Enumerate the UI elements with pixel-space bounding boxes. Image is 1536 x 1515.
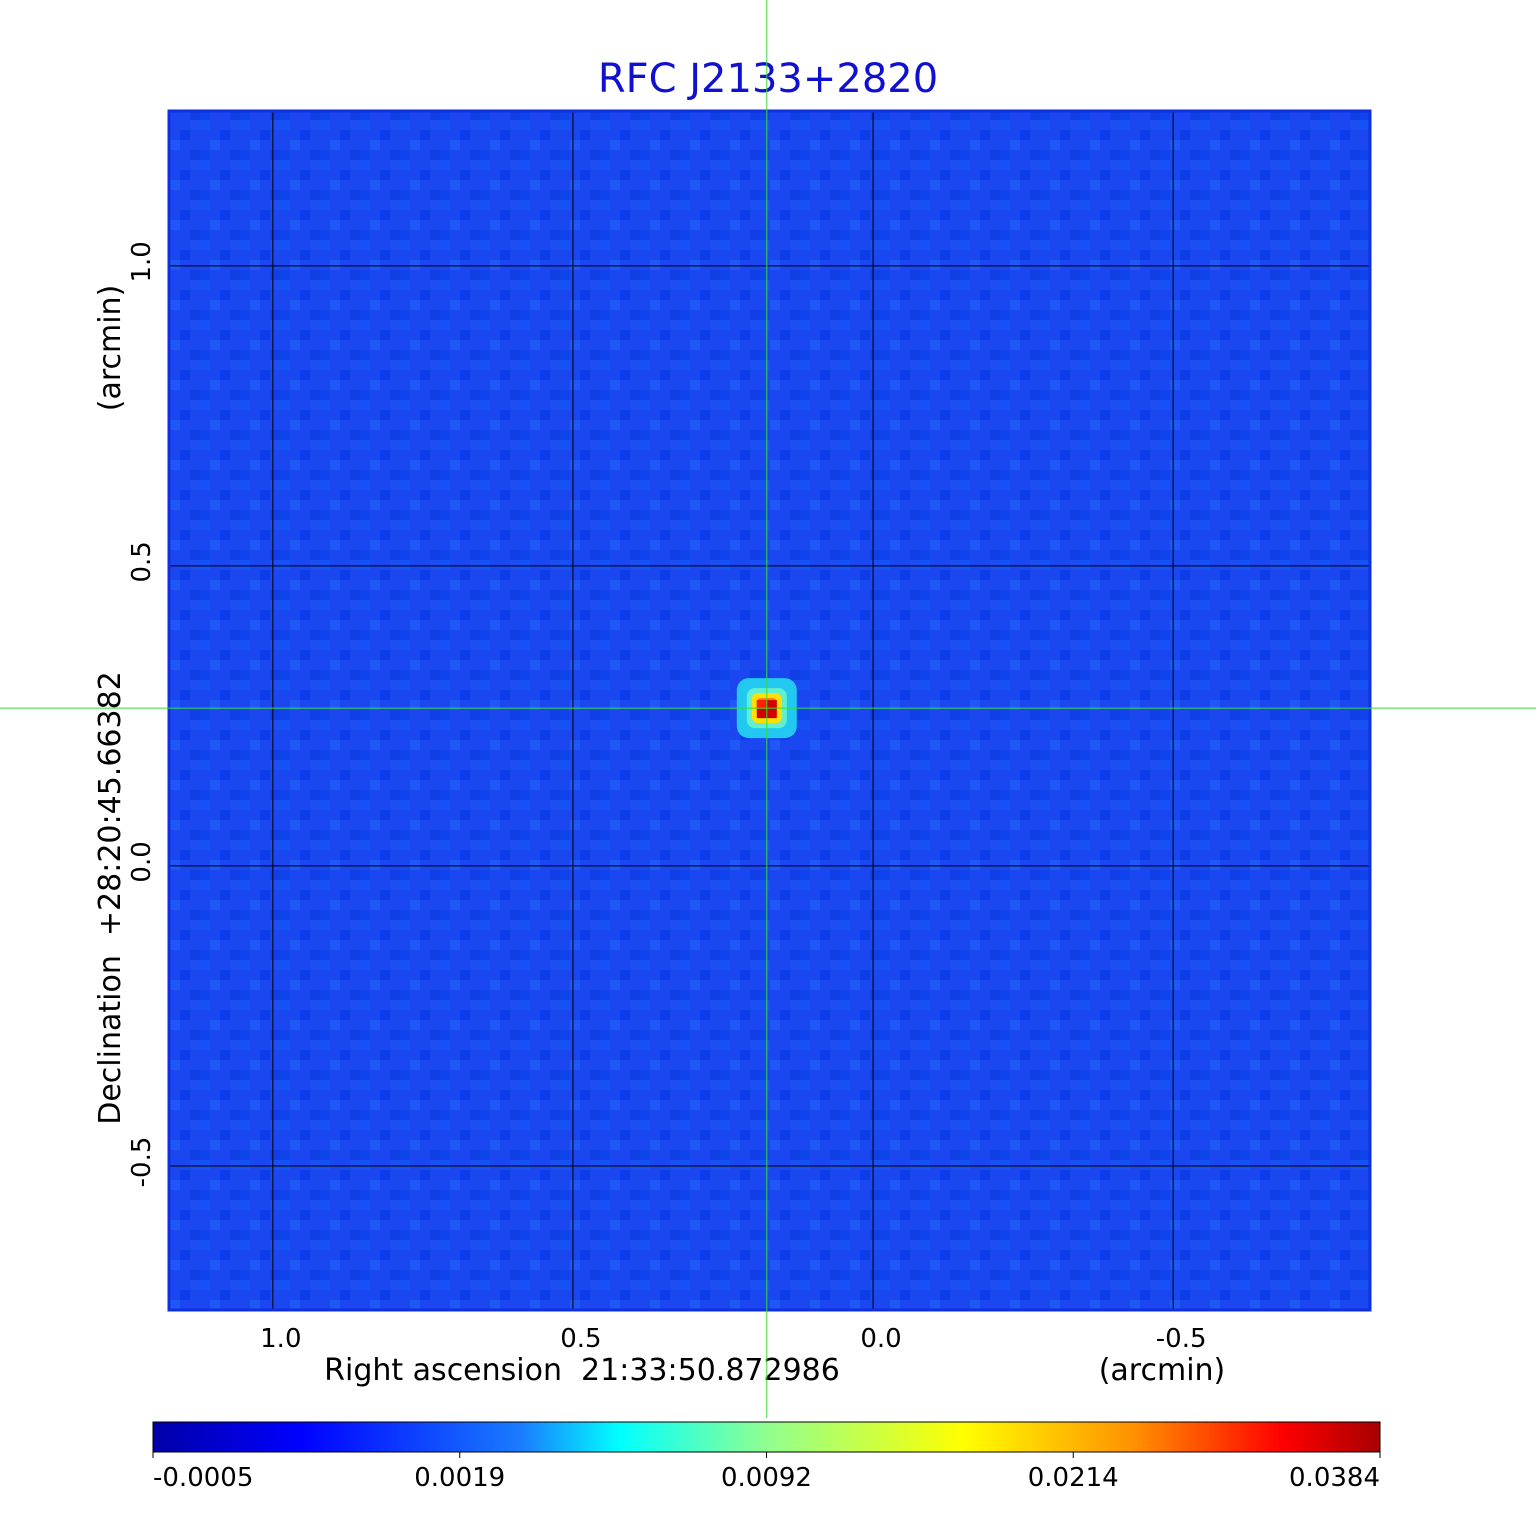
colorbar-tick-label: 0.0092 [721, 1463, 812, 1493]
y-tick-label: 1.0 [127, 241, 157, 282]
colorbar-tick-label: 0.0214 [1028, 1463, 1119, 1493]
colorbar-tick-label: -0.0005 [153, 1463, 253, 1493]
x-axis-label: Right ascension 21:33:50.872986 [324, 1353, 840, 1388]
x-tick-label: 1.0 [260, 1324, 301, 1354]
y-axis-unit: (arcmin) [93, 285, 128, 412]
frame [167, 109, 1372, 1312]
chart-title: RFC J2133+2820 [598, 56, 938, 102]
crosshair [0, 0, 1536, 1418]
x-tick-label: 0.5 [560, 1324, 601, 1354]
y-axis-label: Declination +28:20:45.66382 [93, 671, 128, 1125]
colorbar-tick-label: 0.0384 [1289, 1463, 1380, 1493]
y-tick-label: -0.5 [127, 1137, 157, 1188]
x-axis-unit: (arcmin) [1099, 1353, 1226, 1388]
x-tick-label: -0.5 [1156, 1324, 1207, 1354]
x-tick-label: 0.0 [860, 1324, 901, 1354]
grid [169, 111, 1370, 1310]
y-tick-label: 0.5 [127, 541, 157, 582]
colorbar-tick-label: 0.0019 [414, 1463, 505, 1493]
source-core [756, 700, 767, 710]
y-tick-label: 0.0 [127, 841, 157, 882]
colorbar [152, 1421, 1381, 1453]
